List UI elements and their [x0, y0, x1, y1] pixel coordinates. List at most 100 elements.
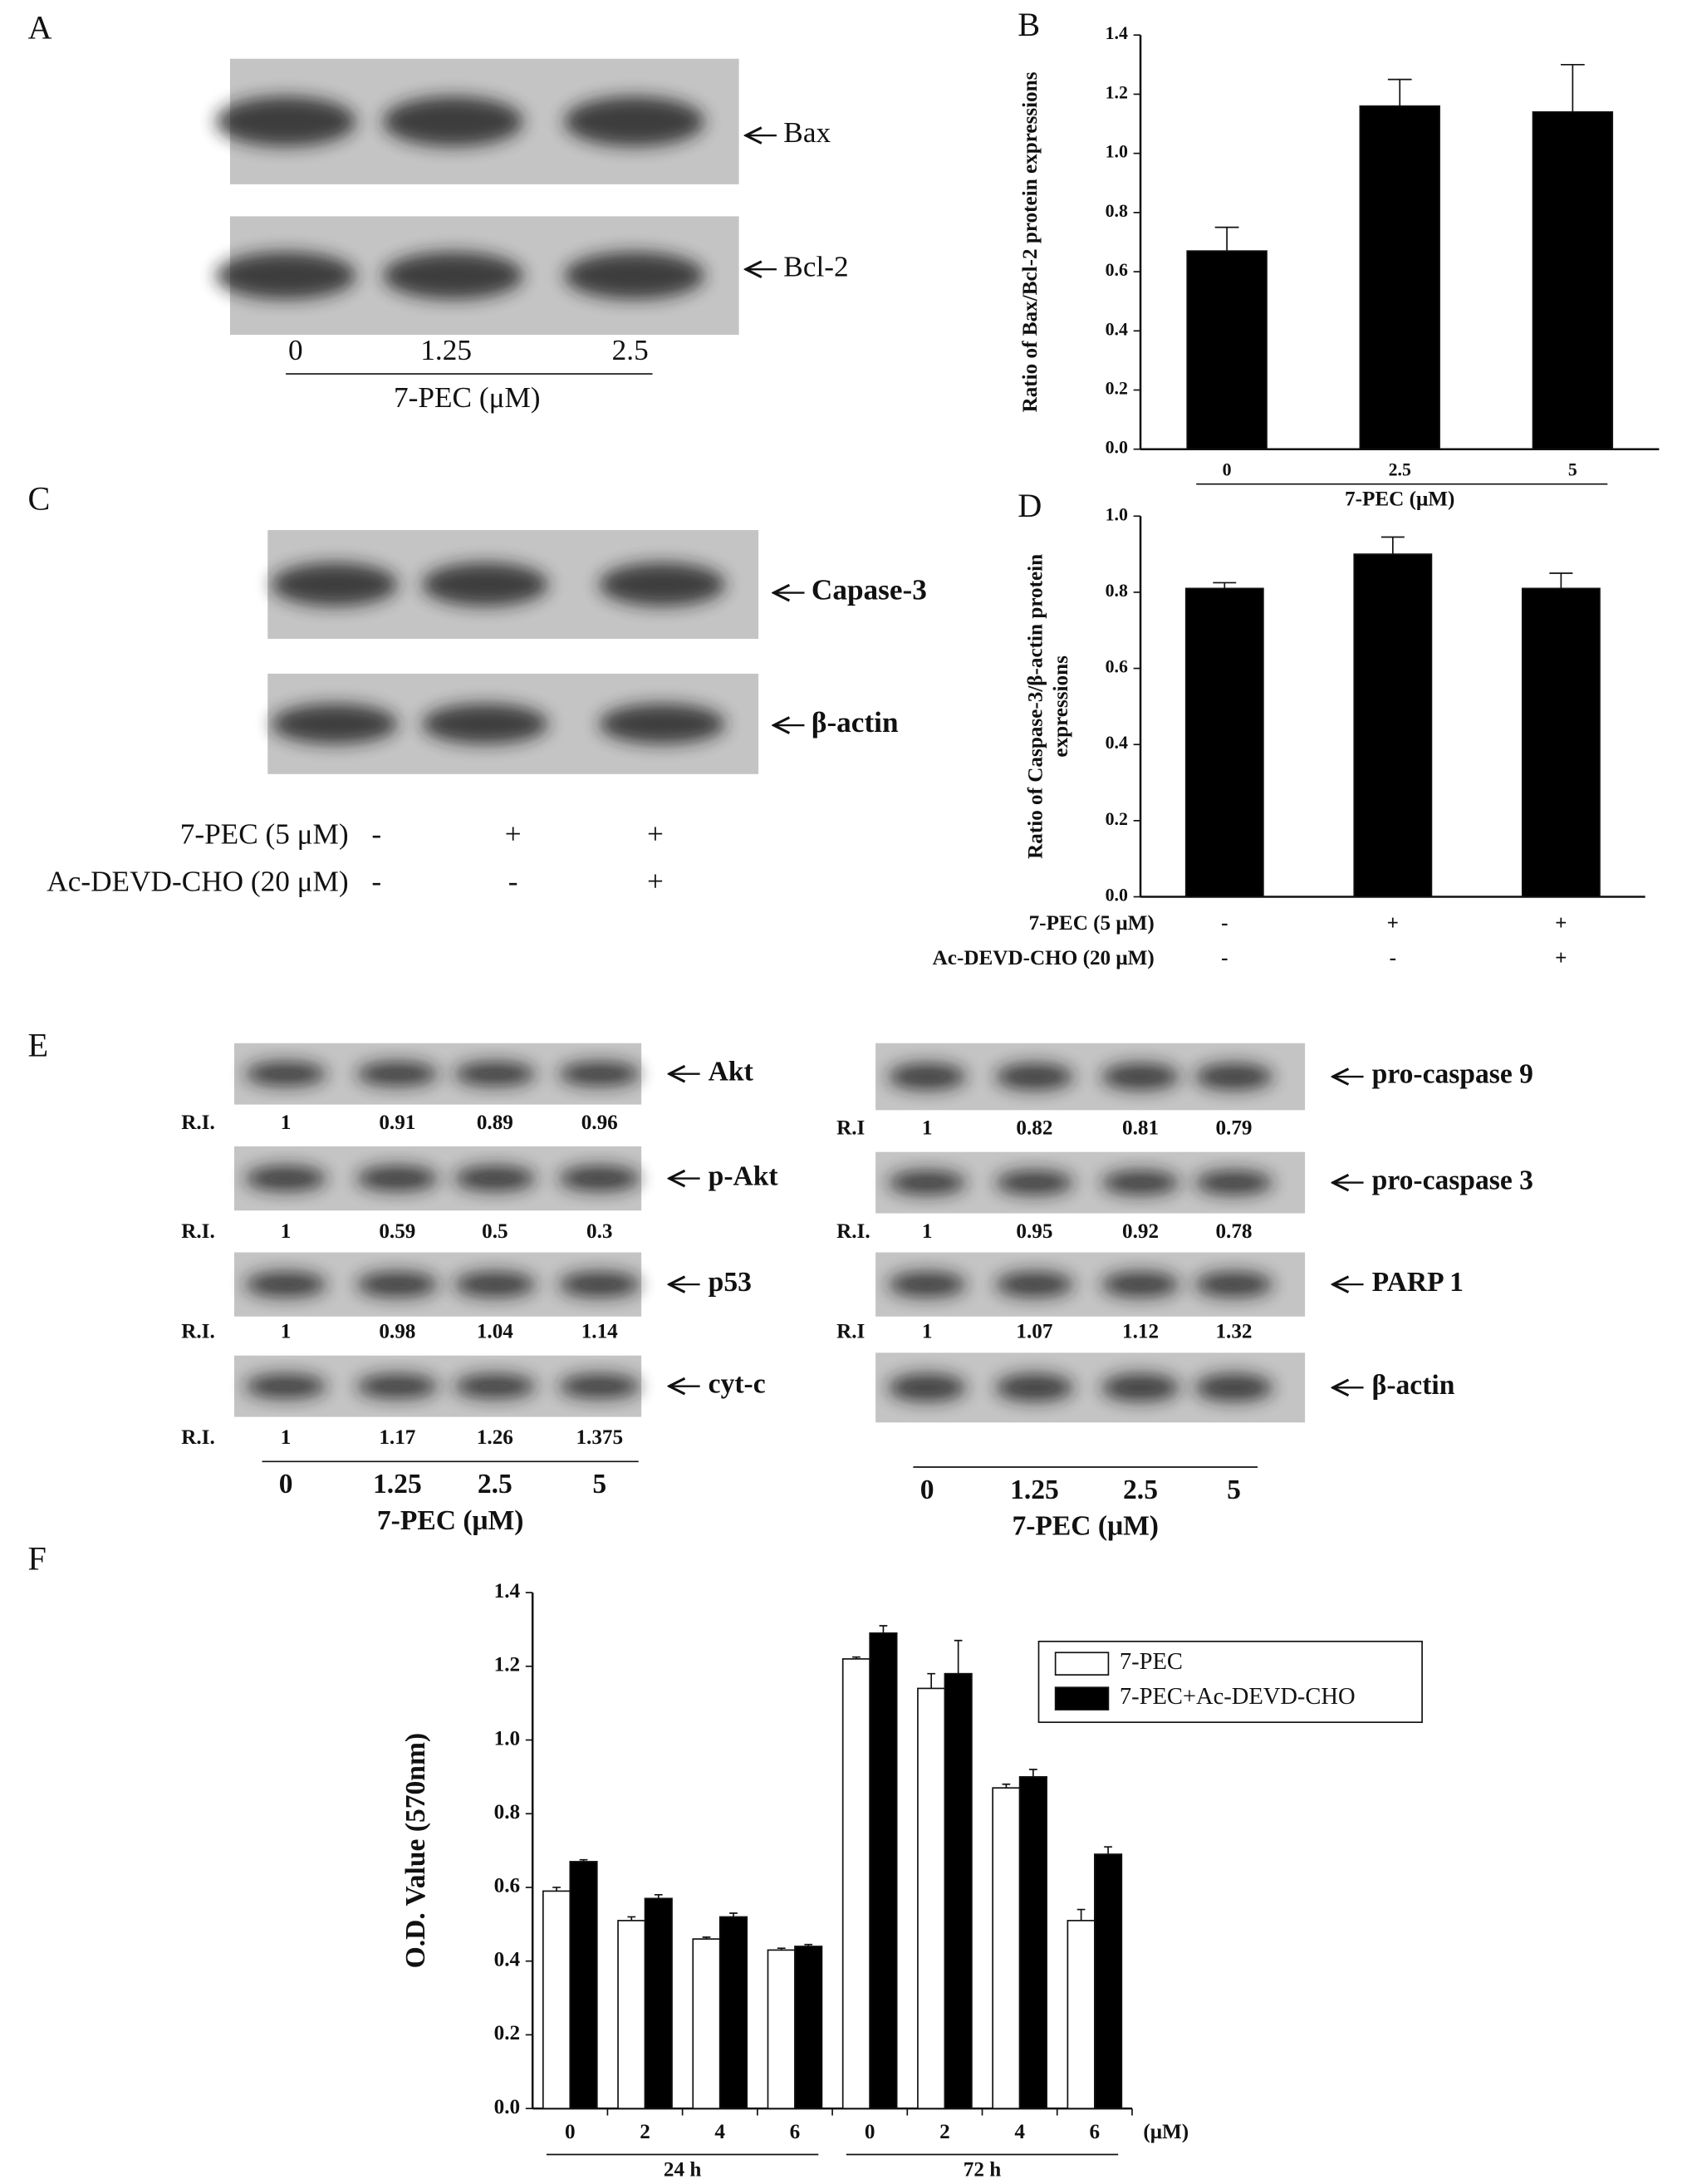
treatment-label: 7-PEC (5 μM)	[1029, 912, 1155, 935]
x-tick-label: 4	[714, 2121, 725, 2143]
error-bar	[1549, 572, 1573, 589]
ri-value: 1	[281, 1220, 292, 1243]
band	[454, 1373, 537, 1399]
band-label: Akt	[709, 1056, 754, 1087]
y-tick-label: 0.4	[494, 1948, 521, 1971]
lane-label: 2.5	[478, 1469, 512, 1499]
group-label: 24 h	[664, 2158, 701, 2181]
ri-value: 1	[281, 1426, 292, 1449]
treatment-mark: -	[508, 865, 518, 897]
lane-label: 2.5	[1123, 1475, 1158, 1505]
bar	[841, 1658, 871, 2109]
treatment-label: Ac-DEVD-CHO (20 μM)	[47, 865, 348, 897]
band	[1194, 1170, 1273, 1195]
band	[244, 1373, 327, 1399]
band-label: β-actin	[812, 706, 899, 739]
y-tick-label: 1.4	[494, 1580, 521, 1602]
band	[454, 1061, 537, 1087]
error-bar	[552, 1887, 561, 1892]
error-bar	[729, 1912, 738, 1917]
lane-label: 5	[592, 1469, 606, 1499]
band	[558, 1271, 641, 1298]
ri-value: 1	[922, 1117, 933, 1140]
bar	[692, 1938, 721, 2109]
treatment-mark: -	[371, 865, 381, 897]
x-unit: (μM)	[1143, 2121, 1189, 2143]
ri-value: 0.92	[1122, 1220, 1159, 1243]
band	[454, 1271, 537, 1298]
band	[356, 1166, 439, 1192]
bar	[1532, 110, 1614, 450]
band-label: Bax	[783, 116, 831, 149]
error-bar	[1028, 1769, 1037, 1777]
band	[995, 1271, 1074, 1298]
bar	[1359, 105, 1440, 450]
y-tick-label: 1.0	[1106, 142, 1128, 162]
bar	[767, 1949, 796, 2109]
ri-value: 1	[922, 1321, 933, 1343]
ri-label: R.I.	[181, 1426, 215, 1449]
error-bar	[804, 1943, 813, 1946]
x-tick-label: 2	[939, 2121, 950, 2143]
panel-label: E	[28, 1027, 49, 1064]
ri-value: 1	[922, 1220, 933, 1243]
band	[244, 1166, 327, 1192]
y-tick-label: 0.8	[494, 1801, 520, 1823]
x-tick-label: 6	[1090, 2121, 1101, 2143]
ri-value: 0.98	[379, 1321, 415, 1343]
y-tick-label: 0.2	[494, 2022, 520, 2044]
ri-value: 0.59	[379, 1220, 415, 1243]
band-label: cyt-c	[709, 1368, 766, 1399]
legend-label: 7-PEC	[1120, 1649, 1183, 1675]
panel-label: D	[1018, 487, 1042, 524]
y-axis-title: Ratio of Bax/Bcl-2 protein expressions	[1019, 71, 1042, 412]
y-axis-title: expressions	[1050, 655, 1072, 758]
bar	[869, 1632, 898, 2109]
band-label: p53	[709, 1267, 752, 1298]
treatment-mark: -	[1221, 947, 1228, 969]
x-tick-label: 6	[790, 2121, 801, 2143]
bar	[542, 1890, 571, 2109]
band	[887, 1373, 967, 1402]
ri-value: 1.07	[1016, 1321, 1052, 1343]
x-label: 7-PEC (μM)	[377, 1505, 524, 1536]
ri-label: R.I.	[181, 1220, 215, 1243]
error-bar	[702, 1936, 711, 1940]
y-tick-label: 1.4	[1106, 23, 1128, 43]
band	[599, 562, 726, 606]
panel-label: C	[28, 480, 51, 518]
band-label: β-actin	[1372, 1370, 1455, 1401]
ri-label: R.I.	[836, 1220, 870, 1243]
lane-label: 5	[1227, 1475, 1241, 1505]
band-label: pro-caspase 9	[1372, 1059, 1533, 1090]
x-tick-label: 0	[1223, 460, 1232, 480]
y-tick-label: 1.0	[494, 1727, 520, 1750]
error-bar	[1380, 536, 1405, 555]
y-tick-label: 0.6	[1106, 260, 1128, 280]
error-bar	[579, 1858, 588, 1862]
treatment-label: 7-PEC (5 μM)	[180, 817, 349, 850]
band	[887, 1170, 967, 1195]
y-tick-label: 0.0	[1106, 886, 1128, 906]
band	[1101, 1271, 1180, 1298]
band	[1101, 1063, 1180, 1091]
y-tick-label: 1.2	[1106, 82, 1128, 102]
band	[1194, 1271, 1273, 1298]
error-bar	[777, 1947, 786, 1951]
error-bar	[1214, 226, 1239, 252]
ri-value: 1.14	[581, 1321, 618, 1343]
bar	[794, 1946, 823, 2109]
ri-value: 0.3	[586, 1220, 612, 1243]
x-label: 7-PEC (μM)	[1012, 1511, 1159, 1542]
bar	[1353, 553, 1433, 898]
treatment-mark: +	[647, 865, 664, 897]
treatment-mark: +	[505, 817, 522, 850]
y-tick-label: 0.8	[1106, 581, 1128, 601]
lane-label: 1.25	[420, 334, 472, 366]
ri-value: 1.375	[576, 1426, 623, 1449]
bar	[917, 1687, 946, 2109]
panel-label: A	[28, 8, 52, 46]
y-tick-label: 0.8	[1106, 201, 1128, 221]
y-tick-label: 0.6	[1106, 657, 1128, 677]
